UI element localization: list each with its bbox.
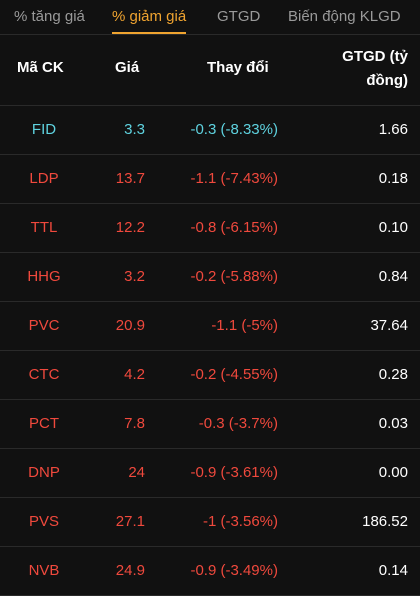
- table-row[interactable]: HHG 3.2 -0.2 (-5.88%) 0.84: [0, 253, 420, 302]
- column-header-change[interactable]: Thay đổi: [207, 59, 269, 76]
- stock-code: PVS: [28, 513, 59, 530]
- stock-trading-value: 0.03: [378, 415, 408, 432]
- stock-price: 13.7: [115, 170, 145, 187]
- stock-code: DNP: [28, 464, 60, 481]
- stock-change: -1.1 (-7.43%): [190, 170, 278, 187]
- stock-price: 24: [128, 464, 145, 481]
- stock-trading-value: 186.52: [362, 513, 408, 530]
- column-header-value-line1: GTGD (tỷ: [342, 48, 408, 65]
- stock-price: 12.2: [115, 219, 145, 236]
- column-header-value[interactable]: GTGD (tỷ đồng): [288, 45, 408, 93]
- stock-price: 4.2: [124, 366, 145, 383]
- table-row[interactable]: PCT 7.8 -0.3 (-3.7%) 0.03: [0, 400, 420, 449]
- table-header: Mã CK Giá Thay đổi GTGD (tỷ đồng): [0, 35, 420, 106]
- stock-code: FID: [31, 121, 57, 138]
- stock-trading-value: 37.64: [370, 317, 408, 334]
- table-row[interactable]: TTL 12.2 -0.8 (-6.15%) 0.10: [0, 204, 420, 253]
- stock-trading-value: 1.66: [378, 121, 408, 138]
- tab-trading-value[interactable]: GTGD: [217, 8, 261, 25]
- table-row[interactable]: NVB 24.9 -0.9 (-3.49%) 0.14: [0, 547, 420, 596]
- column-header-code[interactable]: Mã CK: [17, 59, 64, 76]
- tab-bar: % tăng giá % giảm giá GTGD Biến động KLG…: [0, 0, 420, 35]
- stock-trading-value: 0.10: [378, 219, 408, 236]
- stock-code: HHG: [27, 268, 61, 285]
- stock-trading-value: 0.14: [378, 562, 408, 579]
- stock-code: PCT: [29, 415, 59, 432]
- stock-table-body: FID 3.3 -0.3 (-8.33%) 1.66 LDP 13.7 -1.1…: [0, 106, 420, 596]
- stock-change: -1 (-3.56%): [202, 513, 278, 530]
- stock-trading-value: 0.00: [378, 464, 408, 481]
- stock-change: -0.2 (-4.55%): [190, 366, 278, 383]
- table-row[interactable]: PVC 20.9 -1.1 (-5%) 37.64: [0, 302, 420, 351]
- stock-price: 3.3: [124, 121, 145, 138]
- stock-trading-value: 0.28: [378, 366, 408, 383]
- tab-volume-change[interactable]: Biến động KLGD: [288, 8, 401, 25]
- stock-price: 3.2: [124, 268, 145, 285]
- tab-top-losers[interactable]: % giảm giá: [112, 0, 187, 34]
- stock-change: -0.9 (-3.61%): [190, 464, 278, 481]
- stock-code: TTL: [30, 219, 58, 236]
- table-row[interactable]: CTC 4.2 -0.2 (-4.55%) 0.28: [0, 351, 420, 400]
- stock-change: -0.3 (-3.7%): [198, 415, 278, 432]
- stock-change: -0.8 (-6.15%): [190, 219, 278, 236]
- stock-code: CTC: [28, 366, 60, 383]
- stock-price: 20.9: [115, 317, 145, 334]
- stock-price: 24.9: [115, 562, 145, 579]
- tab-top-gainers[interactable]: % tăng giá: [14, 8, 85, 25]
- table-row[interactable]: FID 3.3 -0.3 (-8.33%) 1.66: [0, 106, 420, 155]
- stock-code: LDP: [29, 170, 59, 187]
- stock-change: -1.1 (-5%): [211, 317, 278, 334]
- stock-trading-value: 0.84: [378, 268, 408, 285]
- column-header-price[interactable]: Giá: [115, 59, 140, 76]
- stock-trading-value: 0.18: [378, 170, 408, 187]
- stock-change: -0.9 (-3.49%): [190, 562, 278, 579]
- stock-change: -0.2 (-5.88%): [190, 268, 278, 285]
- table-row[interactable]: PVS 27.1 -1 (-3.56%) 186.52: [0, 498, 420, 547]
- stock-code: PVC: [28, 317, 60, 334]
- stock-code: NVB: [28, 562, 60, 579]
- table-row[interactable]: LDP 13.7 -1.1 (-7.43%) 0.18: [0, 155, 420, 204]
- stock-price: 7.8: [124, 415, 145, 432]
- table-row[interactable]: DNP 24 -0.9 (-3.61%) 0.00: [0, 449, 420, 498]
- stock-price: 27.1: [115, 513, 145, 530]
- stock-change: -0.3 (-8.33%): [190, 121, 278, 138]
- column-header-value-line2: đồng): [366, 72, 408, 89]
